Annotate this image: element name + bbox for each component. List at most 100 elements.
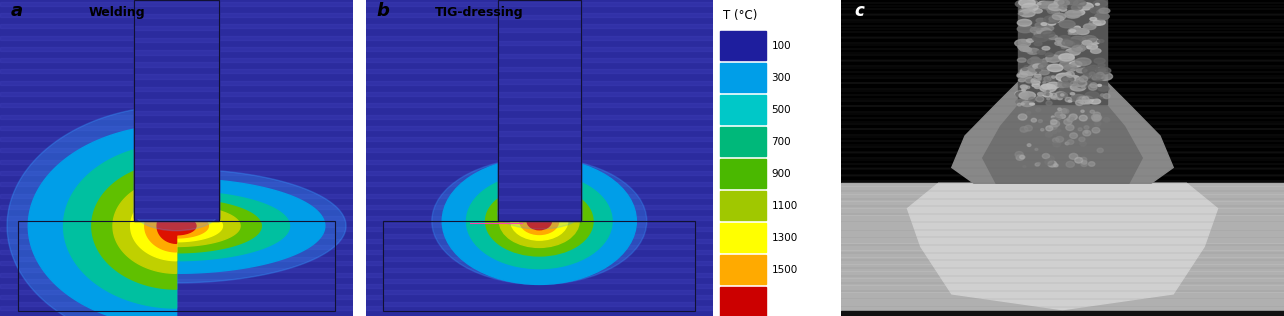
Bar	[0, 295, 353, 299]
Ellipse shape	[1095, 13, 1109, 20]
Ellipse shape	[1068, 100, 1072, 102]
Ellipse shape	[1031, 57, 1039, 61]
Bar	[0, 250, 353, 254]
Bar	[366, 205, 713, 209]
Ellipse shape	[1040, 77, 1046, 80]
Ellipse shape	[1066, 142, 1070, 145]
Ellipse shape	[1071, 94, 1086, 102]
Bar	[720, 191, 767, 220]
Ellipse shape	[1084, 126, 1089, 129]
Ellipse shape	[1045, 55, 1061, 62]
Ellipse shape	[1070, 153, 1077, 160]
Ellipse shape	[1086, 114, 1093, 119]
Ellipse shape	[1097, 73, 1112, 80]
Ellipse shape	[1050, 120, 1057, 124]
Bar	[0, 193, 353, 198]
Ellipse shape	[1081, 44, 1090, 48]
Ellipse shape	[1037, 162, 1040, 164]
Bar	[498, 76, 580, 80]
Bar	[18, 221, 335, 311]
Bar	[134, 161, 218, 166]
Bar	[0, 149, 353, 152]
Bar	[134, 75, 218, 79]
Ellipse shape	[1044, 92, 1048, 95]
Bar	[366, 250, 713, 254]
Ellipse shape	[1045, 159, 1054, 165]
Ellipse shape	[1032, 83, 1040, 87]
Ellipse shape	[1017, 103, 1021, 106]
Ellipse shape	[1035, 22, 1045, 27]
Bar	[134, 38, 218, 42]
Bar	[134, 88, 218, 92]
Bar	[0, 115, 353, 118]
Bar	[134, 51, 218, 55]
Ellipse shape	[1076, 100, 1084, 106]
Bar	[134, 198, 218, 203]
Ellipse shape	[1057, 93, 1067, 98]
Ellipse shape	[1091, 114, 1100, 120]
Ellipse shape	[1025, 77, 1034, 83]
Ellipse shape	[1067, 140, 1073, 144]
Ellipse shape	[1039, 1, 1048, 6]
Ellipse shape	[1086, 74, 1091, 76]
Bar	[498, 144, 580, 149]
Ellipse shape	[1050, 93, 1057, 98]
Polygon shape	[145, 200, 208, 252]
Ellipse shape	[1079, 97, 1085, 101]
Bar	[134, 186, 218, 191]
Ellipse shape	[1019, 9, 1030, 14]
Ellipse shape	[1043, 154, 1049, 159]
Ellipse shape	[1067, 10, 1081, 17]
Bar	[498, 137, 580, 141]
Ellipse shape	[1059, 54, 1075, 61]
Ellipse shape	[1048, 161, 1057, 167]
Ellipse shape	[1039, 1, 1055, 9]
Bar	[498, 157, 580, 161]
Bar	[498, 118, 580, 123]
Ellipse shape	[1035, 149, 1037, 150]
Ellipse shape	[1037, 93, 1044, 96]
Ellipse shape	[1085, 74, 1091, 76]
Ellipse shape	[1016, 91, 1027, 97]
Ellipse shape	[1059, 60, 1076, 68]
Bar	[366, 307, 713, 310]
Bar	[720, 223, 767, 252]
Bar	[498, 39, 580, 43]
Ellipse shape	[1070, 29, 1076, 32]
Text: 1100: 1100	[772, 201, 797, 210]
Bar	[498, 51, 580, 55]
Ellipse shape	[1018, 79, 1025, 82]
Text: a: a	[10, 2, 23, 20]
Text: 300: 300	[772, 73, 791, 83]
Ellipse shape	[1094, 115, 1102, 120]
Bar	[0, 13, 353, 17]
Ellipse shape	[1071, 69, 1075, 71]
Bar	[366, 13, 713, 17]
Ellipse shape	[1070, 114, 1077, 120]
Ellipse shape	[1091, 75, 1104, 81]
Ellipse shape	[528, 213, 551, 230]
Bar	[498, 183, 580, 187]
Ellipse shape	[1064, 10, 1081, 18]
Ellipse shape	[1041, 23, 1046, 25]
Ellipse shape	[1075, 26, 1080, 29]
Polygon shape	[908, 183, 1217, 310]
Bar	[0, 307, 353, 310]
Ellipse shape	[1021, 68, 1036, 76]
Ellipse shape	[1017, 19, 1031, 26]
Ellipse shape	[1053, 13, 1066, 20]
Bar	[0, 58, 353, 62]
Bar	[498, 63, 580, 68]
Bar	[366, 182, 713, 186]
Ellipse shape	[1098, 64, 1106, 67]
Text: Welding: Welding	[89, 6, 145, 19]
Ellipse shape	[1098, 86, 1109, 91]
Ellipse shape	[1085, 100, 1091, 104]
Bar	[0, 171, 353, 175]
Ellipse shape	[1095, 72, 1104, 78]
Ellipse shape	[1046, 8, 1054, 11]
Polygon shape	[157, 209, 196, 243]
Ellipse shape	[1026, 39, 1034, 42]
Ellipse shape	[1032, 9, 1043, 13]
Ellipse shape	[1082, 118, 1086, 121]
